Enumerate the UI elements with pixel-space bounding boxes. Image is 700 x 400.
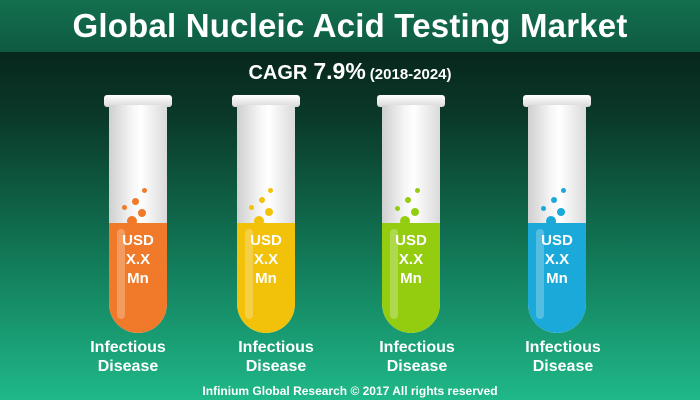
bubble (557, 208, 565, 216)
tube-rim (104, 95, 172, 107)
test-tube-2: USD X.X Mn (232, 95, 300, 333)
category-label-2: Infectious Disease (238, 339, 314, 375)
cagr-value: 7.9% (313, 58, 366, 84)
tube-value: USD X.X Mn (541, 232, 573, 287)
bubble (551, 197, 557, 203)
bubble (142, 188, 147, 193)
bubble (400, 216, 410, 226)
bubble (259, 197, 265, 203)
bubble (546, 216, 556, 226)
bubble (541, 206, 546, 211)
bubble (132, 198, 139, 205)
bubble (254, 216, 264, 226)
cagr-period: (2018-2024) (369, 66, 452, 83)
bubble (395, 206, 400, 211)
bubble (127, 216, 137, 226)
category-label-4: Infectious Disease (525, 339, 601, 375)
tube-liquid (237, 223, 295, 333)
tube-glass (237, 105, 295, 333)
tube-value: USD X.X Mn (122, 232, 154, 287)
test-tube-4: USD X.X Mn (523, 95, 591, 333)
page-title: Global Nucleic Acid Testing Market (72, 7, 628, 44)
tube-liquid (382, 223, 440, 333)
tube-glass (528, 105, 586, 333)
copyright-footer: Infinium Global Research © 2017 All righ… (202, 384, 498, 398)
tube-rim (232, 95, 300, 107)
tube-liquid (109, 223, 167, 333)
category-label-1: Infectious Disease (90, 339, 166, 375)
tube-glass (382, 105, 440, 333)
bubble (415, 188, 420, 193)
tube-rim (523, 95, 591, 107)
bubble (265, 208, 273, 216)
bubble (411, 208, 419, 216)
tube-rim (377, 95, 445, 107)
tube-value: USD X.X Mn (395, 232, 427, 287)
bubble (138, 209, 146, 217)
test-tube-1: USD X.X Mn (104, 95, 172, 333)
cagr-line: CAGR 7.9% (2018-2024) (0, 58, 700, 85)
cagr-label: CAGR (248, 62, 308, 84)
bubble (405, 197, 411, 203)
bubble (268, 188, 273, 193)
tube-glass (109, 105, 167, 333)
category-label-3: Infectious Disease (379, 339, 455, 375)
bubble (561, 188, 566, 193)
tube-value: USD X.X Mn (250, 232, 282, 287)
bubble (122, 205, 127, 210)
title-bar: Global Nucleic Acid Testing Market (0, 0, 700, 52)
tube-liquid (528, 223, 586, 333)
bubble (249, 205, 254, 210)
test-tube-3: USD X.X Mn (377, 95, 445, 333)
